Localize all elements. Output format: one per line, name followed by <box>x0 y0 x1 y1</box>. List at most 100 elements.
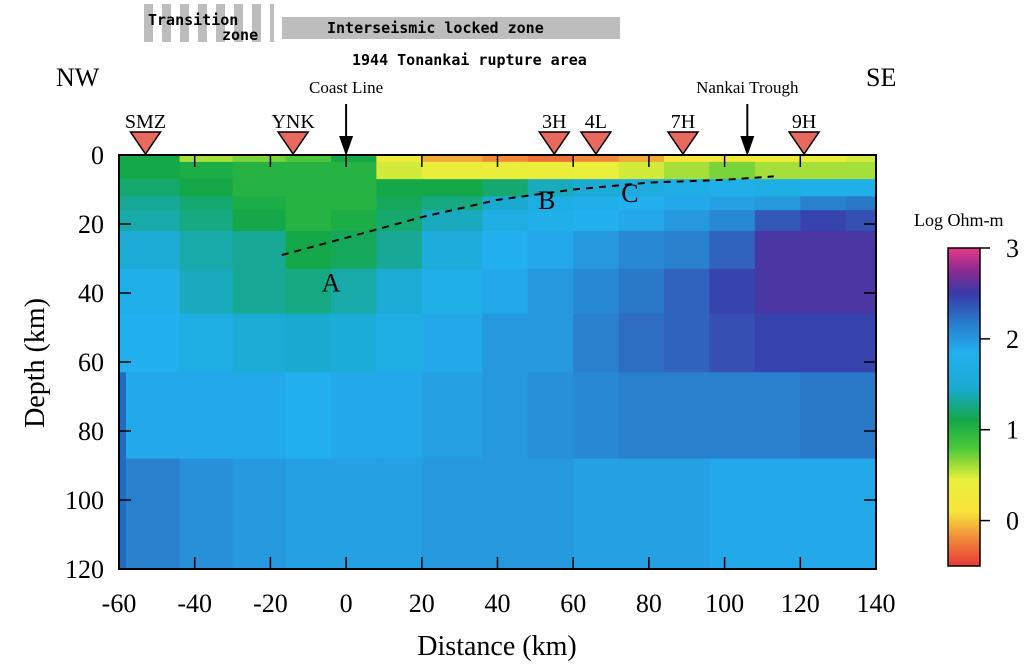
model-cell <box>232 196 287 211</box>
x-tick-label: 40 <box>485 589 511 618</box>
y-axis: 0 20 40 60 80 100 120 <box>65 141 876 584</box>
model-cell <box>376 268 423 315</box>
model-cell <box>232 313 287 373</box>
model-cell <box>285 313 332 373</box>
model-cell <box>754 230 801 270</box>
model-cell <box>573 230 620 270</box>
model-cell <box>179 230 234 270</box>
y-axis-label: Depth (km) <box>20 298 51 428</box>
model-cell <box>800 372 847 460</box>
model-cell <box>527 161 574 180</box>
model-cell <box>845 196 877 211</box>
model-cell <box>664 161 711 180</box>
model-cell <box>119 458 181 570</box>
model-cell <box>119 196 181 211</box>
model-cell <box>664 458 711 570</box>
model-cell <box>573 313 620 373</box>
station-label: YNK <box>271 111 315 133</box>
model-cell <box>618 372 665 460</box>
model-cell <box>800 268 847 315</box>
model-cell <box>618 196 665 211</box>
y-tick-label: 0 <box>91 141 104 170</box>
model-cell <box>527 268 574 315</box>
station-marker <box>579 131 613 156</box>
model-cell <box>376 230 423 270</box>
arrow-label: Coast Line <box>309 78 383 97</box>
transition-zone-label-2: zone <box>222 26 258 44</box>
model-cell <box>119 230 181 270</box>
rupture-area-label: 1944 Tonankai rupture area <box>352 51 587 69</box>
model-cell <box>482 372 529 460</box>
model-cell <box>179 155 234 163</box>
arrow-label: Nankai Trough <box>696 78 799 97</box>
model-cell <box>421 196 483 211</box>
model-cell <box>482 161 529 180</box>
station-markers: SMZ YNK 3H 4L 7H 9H <box>125 111 821 156</box>
model-cell <box>119 313 181 373</box>
model-cell <box>618 210 665 232</box>
model-cell <box>709 155 756 163</box>
model-cell <box>664 268 711 315</box>
x-tick-label: 140 <box>857 589 896 618</box>
model-cell <box>664 155 711 163</box>
model-cell <box>179 161 234 180</box>
x-tick-label: -20 <box>253 589 288 618</box>
model-cell <box>527 210 574 232</box>
model-cell <box>800 210 847 232</box>
model-cell <box>376 161 423 180</box>
model-cell <box>376 196 423 211</box>
station-marker <box>787 131 821 156</box>
model-cell <box>845 210 877 232</box>
model-cell <box>754 268 801 315</box>
y-tick-label: 100 <box>65 486 104 515</box>
model-cell <box>376 313 423 373</box>
y-tick-label: 20 <box>78 210 104 239</box>
model-cell <box>754 155 801 163</box>
x-axis: -60 -40 -20 0 20 40 60 80 100 120 140 <box>102 155 896 618</box>
resistivity-cells <box>119 155 877 570</box>
model-cell <box>330 372 377 460</box>
model-cell <box>527 179 574 197</box>
model-cell <box>527 230 574 270</box>
model-cell <box>573 179 620 197</box>
model-cell <box>285 372 332 460</box>
model-cell <box>618 458 665 570</box>
x-tick-label: 120 <box>781 589 820 618</box>
model-cell <box>330 458 377 570</box>
model-cell <box>421 210 483 232</box>
model-cell <box>285 230 332 270</box>
model-cell <box>573 210 620 232</box>
y-tick-label: 60 <box>78 348 104 377</box>
x-tick-label: 0 <box>340 589 353 618</box>
model-cell <box>421 268 483 315</box>
model-cell <box>527 196 574 211</box>
model-cell <box>618 155 665 163</box>
point-label-c: C <box>621 179 638 208</box>
model-cell <box>232 372 287 460</box>
model-cell <box>179 372 234 460</box>
point-label-a: A <box>322 269 341 298</box>
model-cell <box>754 210 801 232</box>
model-cell <box>482 458 529 570</box>
model-cell <box>330 179 377 197</box>
model-cell <box>330 230 377 270</box>
model-cell <box>618 161 665 180</box>
model-cell <box>573 196 620 211</box>
model-cell <box>421 161 483 180</box>
model-cell <box>800 155 847 163</box>
model-cell <box>845 179 877 197</box>
colorbar-ticks: 0 1 2 3 <box>980 234 1019 536</box>
model-cell <box>709 458 756 570</box>
model-cell <box>618 268 665 315</box>
model-cell <box>573 155 620 163</box>
colorbar-tick-label: 0 <box>1006 507 1019 536</box>
y-tick-label: 120 <box>65 555 104 584</box>
model-cell <box>800 458 847 570</box>
model-cell <box>232 268 287 315</box>
model-cell <box>845 155 877 163</box>
x-tick-label: 100 <box>705 589 744 618</box>
model-cell <box>618 313 665 373</box>
model-cell <box>527 372 574 460</box>
station-label: 7H <box>671 111 695 133</box>
